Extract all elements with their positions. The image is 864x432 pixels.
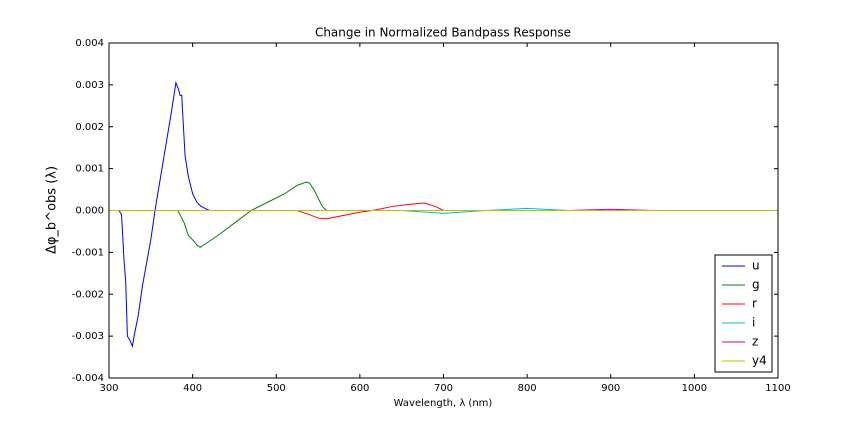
x-tick-label: 300 <box>99 383 118 394</box>
x-tick-label: 800 <box>518 383 537 394</box>
x-tick-label: 600 <box>350 383 369 394</box>
y-tick-label: -0.002 <box>72 289 104 300</box>
plot-frame <box>108 42 779 379</box>
chart-title: Change in Normalized Bandpass Response <box>315 26 571 40</box>
y-tick-label: 0.004 <box>75 38 104 49</box>
legend-text: u <box>752 259 760 273</box>
series-line <box>109 181 778 248</box>
legend-text: y4 <box>752 354 767 368</box>
legend-text: r <box>752 297 757 311</box>
y-tick-label: 0.000 <box>75 206 104 217</box>
series-line <box>109 202 778 220</box>
y-tick-label: -0.003 <box>72 331 104 342</box>
series-line <box>109 80 778 348</box>
legend-text: i <box>752 316 755 330</box>
x-axis-label: Wavelength, λ (nm) <box>394 398 493 409</box>
y-tick-label: 0.003 <box>75 80 104 91</box>
y-tick-label: 0.002 <box>75 122 104 133</box>
x-tick-label: 1100 <box>765 383 790 394</box>
legend-text: g <box>752 278 760 292</box>
x-tick-label: 500 <box>267 383 286 394</box>
legend-text: z <box>752 335 758 349</box>
x-tick-label: 1000 <box>682 383 707 394</box>
y-axis-label: Δφ_b^obs (λ) <box>45 166 60 254</box>
legend-box <box>714 254 773 373</box>
y-tick-label: -0.004 <box>72 373 104 384</box>
x-tick-label: 700 <box>434 383 453 394</box>
y-tick-label: 0.001 <box>75 164 104 175</box>
x-tick-label: 400 <box>183 383 202 394</box>
y-tick-label: -0.001 <box>72 247 104 258</box>
x-tick-label: 900 <box>601 383 620 394</box>
